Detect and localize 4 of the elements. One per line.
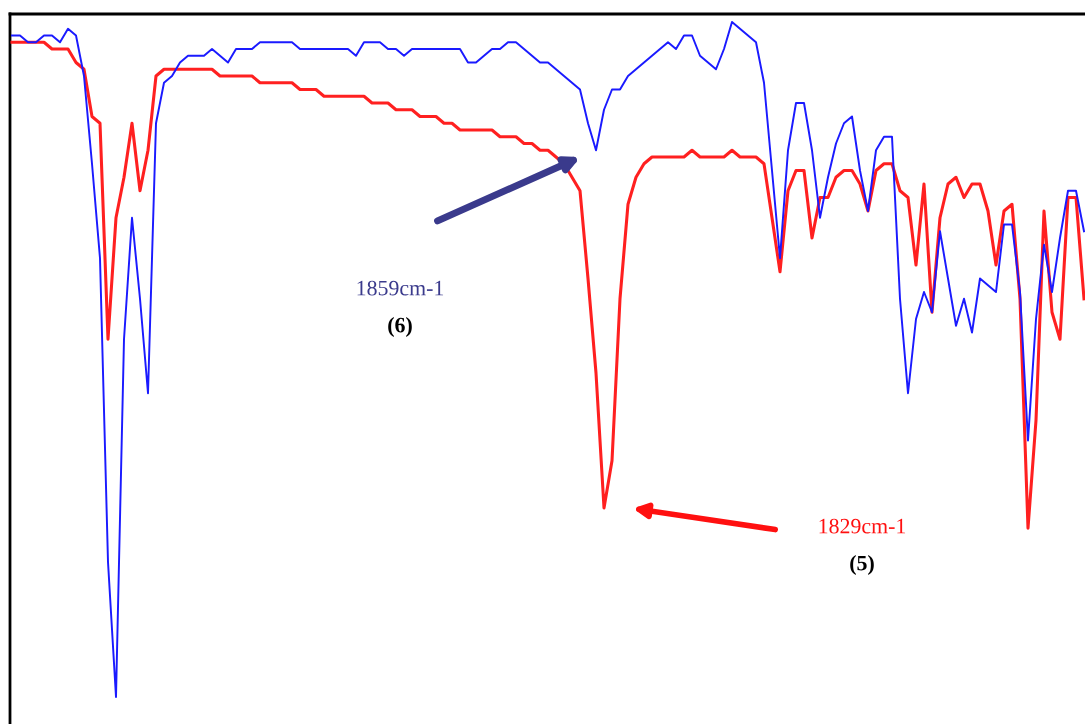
annotation: 1829cm-1 [819,518,906,534]
annotation: (5) [850,555,874,575]
annotation: 1859cm-1 [357,280,444,296]
annotation: (6) [388,317,412,337]
